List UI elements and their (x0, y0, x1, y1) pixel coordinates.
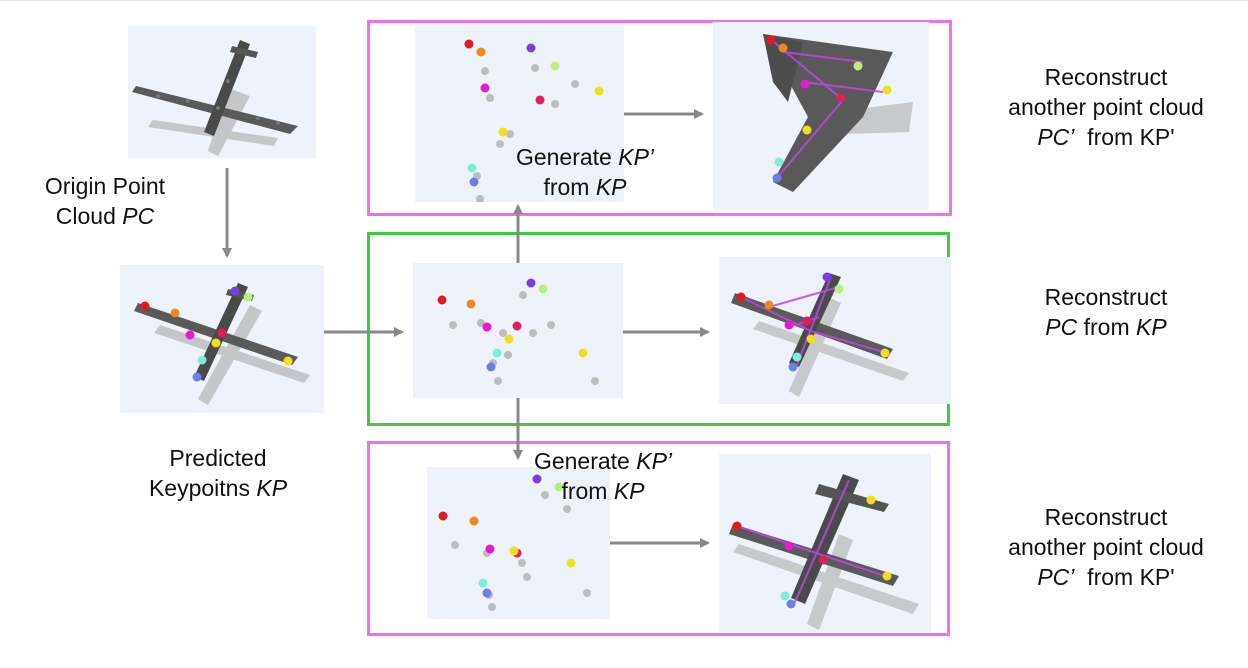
reconstructed-pc-panel (719, 257, 951, 404)
origin-label-line1: Origin Point (44, 173, 166, 199)
predicted-label-line2: Keypoitns KP (120, 473, 316, 503)
generate-bottom-italic: KP’ (636, 448, 673, 474)
right-top-line1: Reconstruct (1044, 64, 1168, 90)
right-bottom-italic: PC’ (1037, 564, 1075, 590)
keypoints-kp-panel (413, 263, 623, 398)
right-bottom-line3: PC’ from KP' (968, 562, 1244, 592)
generate-bottom-from: from (561, 478, 614, 504)
right-top-line3: PC’ from KP' (968, 122, 1244, 152)
right-bottom-line1: Reconstruct (1044, 504, 1168, 530)
generate-top-from: from (543, 174, 596, 200)
right-mid-line1: Reconstruct (1044, 284, 1168, 310)
generated-keypoints-top-panel (415, 26, 624, 202)
generated-keypoints-bottom-panel (427, 467, 610, 619)
predicted-label-italic: KP (256, 475, 288, 501)
generated-keypoints-bottom-scatter (438, 474, 591, 611)
predicted-keypoints-label: Predicted Keypoitns KP (120, 443, 316, 503)
generate-bottom-line1: Generate KP’ (528, 446, 678, 476)
keypoints-kp-scatter (437, 278, 599, 385)
origin-point-cloud-panel (128, 26, 316, 158)
predicted-label-prefix: Keypoitns (148, 475, 257, 501)
right-top-italic: PC’ (1037, 124, 1075, 150)
generate-top-kp: KP (595, 174, 627, 200)
top-divider (0, 0, 1248, 1)
reconstruct-pc-label: Reconstruct PC from KP (968, 282, 1244, 342)
generate-bottom-prefix: Generate (533, 448, 637, 474)
bottom-generation-frame (367, 441, 950, 636)
predicted-label-line1: Predicted (169, 445, 267, 471)
generate-top-prefix: Generate (515, 144, 619, 170)
generate-kp-top-label: Generate KP’ from KP (510, 142, 660, 202)
reconstructed-pc-prime-bottom-point-cloud (729, 474, 919, 630)
reconstruct-another-top-label: Reconstruct another point cloud PC’ from… (968, 62, 1244, 152)
reconstructed-pc-prime-top-point-cloud (763, 34, 913, 192)
origin-point-cloud-label: Origin Point Cloud PC (20, 171, 190, 231)
generate-bottom-kp: KP (613, 478, 645, 504)
right-mid-line2: PC from KP (968, 312, 1244, 342)
generate-top-line2: from KP (510, 172, 660, 202)
reconstructed-pc-prime-top-panel (713, 22, 929, 210)
generate-kp-bottom-label: Generate KP’ from KP (528, 446, 678, 506)
right-bottom-line2: another point cloud (1008, 534, 1204, 560)
origin-label-line2: Cloud PC (20, 201, 190, 231)
right-top-suffix: from KP' (1074, 124, 1175, 150)
reconstruct-another-bottom-label: Reconstruct another point cloud PC’ from… (968, 502, 1244, 592)
origin-label-italic: PC (122, 203, 155, 229)
right-mid-from: from (1077, 314, 1137, 340)
origin-label-prefix: Cloud (55, 203, 123, 229)
reconstructed-pc-airplane (731, 272, 909, 397)
right-top-line2: another point cloud (1008, 94, 1204, 120)
generate-bottom-line2: from KP (528, 476, 678, 506)
right-mid-kp: KP (1136, 314, 1167, 340)
generated-keypoints-top-scatter (464, 39, 604, 202)
generate-top-italic: KP’ (618, 144, 655, 170)
predicted-keypoints-panel (120, 265, 324, 413)
predicted-airplane-with-keypoints (134, 283, 310, 405)
reconstructed-pc-prime-bottom-panel (719, 454, 931, 632)
origin-airplane-point-cloud (132, 40, 298, 156)
right-mid-pc: PC (1045, 314, 1078, 340)
top-generation-frame (367, 20, 952, 216)
generate-top-line1: Generate KP’ (510, 142, 660, 172)
right-bottom-suffix: from KP' (1074, 564, 1175, 590)
